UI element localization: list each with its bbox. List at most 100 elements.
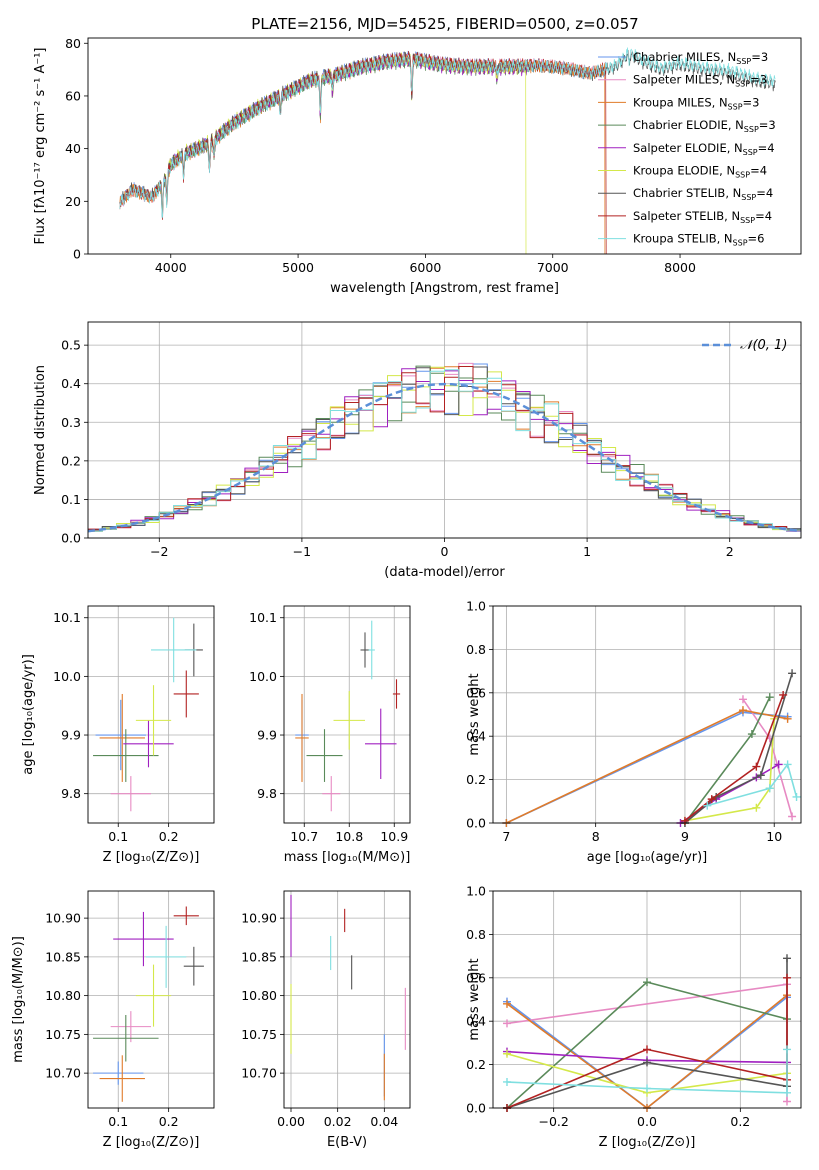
age-vs-mass-panel: 10.7 10.8 10.9 9.8 9.9 10.0 10.1 mass [log₁₀(M/… [249,605,411,865]
y-tick-label: 9.8 [257,786,277,801]
y-tick-label: 0.0 [466,816,486,831]
x-tick-label: 1 [583,544,591,559]
x-tick-label: 0.2 [730,1114,750,1129]
x-tick-label: 0.1 [108,829,128,844]
axes-frame [492,890,802,1109]
figure-title: PLATE=2156, MJD=54525, FIBERID=0500, z=0… [251,15,638,33]
weight-marker [765,784,774,793]
y-tick-label: 0.4 [466,729,486,744]
y-tick-label: 9.9 [61,728,81,743]
legend-label: Kroupa STELIB, NSSP=6 [633,232,764,248]
x-axis-label: E(B-V) [327,1135,367,1150]
y-axis-label: age [log₁₀(age/yr)] [21,654,36,775]
axes-frame [87,890,215,1109]
y-tick-label: 10.75 [45,1027,81,1042]
x-tick-label: 5000 [282,260,314,275]
x-tick-label: 0.04 [370,1114,398,1129]
y-tick-label: 10.70 [241,1066,277,1081]
histogram-legend: 𝒩(0, 1) [702,338,787,353]
axes-frame [87,605,215,824]
weight-line-8 [506,1049,788,1094]
x-axis-label: wavelength [Angstrom, rest frame] [330,281,559,296]
y-tick-label: 10.80 [241,988,277,1003]
weight-line-2 [506,709,788,824]
legend-label: Salpeter ELODIE, NSSP=4 [633,141,775,157]
x-axis-label: Z [log₁₀(Z/Z⊙)] [103,850,200,865]
y-tick-label: 0.8 [466,927,486,942]
residual-histogram-panel: −2 −1 0 1 2 0.0 0.1 0.2 0.3 0.4 0.5 (data-model)/er… [33,321,802,580]
y-axis-label: Normed distribution [33,365,48,495]
x-axis-label: (data-model)/error [384,565,505,580]
y-axis-label: mass weight [467,958,482,1040]
legend-label: Chabrier STELIB, NSSP=4 [633,186,773,202]
weight-marker [774,760,783,769]
y-tick-label: 10.85 [241,949,277,964]
y-tick-label: 0.0 [61,531,81,546]
axes-frame [283,890,411,1109]
legend-label: Chabrier ELODIE, NSSP=3 [633,118,776,134]
y-tick-label: 10.75 [241,1027,277,1042]
axes-frame [87,37,802,255]
weight-marker [783,1088,791,1097]
weight-marker [783,973,791,982]
weight-marker [752,762,761,771]
y-axis-label: mass weight [467,673,482,755]
y-tick-label: 0.2 [466,772,486,787]
x-tick-label: 0 [441,544,449,559]
gaussian-legend-label: 𝒩(0, 1) [740,338,787,353]
spectrum-panel: 4000 5000 6000 7000 8000 0 20 40 60 80 wavelength … [33,36,802,296]
x-tick-label: −2 [150,544,168,559]
x-tick-label: 0.02 [324,1114,352,1129]
weight-line-3 [684,696,771,824]
weight-marker [503,999,511,1008]
axes-frame [492,605,802,824]
age-vs-metallicity-panel: 0.1 0.2 9.8 9.9 10.0 10.1 Z [log₁₀(Z/Z⊙)] age [… [21,605,215,865]
weight-marker [783,760,792,769]
y-tick-label: 60 [65,88,81,103]
y-tick-label: 1.0 [466,884,486,899]
x-tick-label: 0.2 [159,1114,179,1129]
weight-marker [643,1058,651,1067]
legend-label: Kroupa ELODIE, NSSP=4 [633,164,767,180]
y-tick-label: 40 [65,141,81,156]
spectrum-line-8 [119,47,776,219]
weight-line-7 [684,694,784,822]
weight-marker [503,1019,511,1028]
mass-vs-extinction-panel: 0.00 0.02 0.04 10.70 10.75 10.80 10.85 10.90 E(B… [241,890,411,1150]
y-tick-label: 10.0 [53,669,81,684]
weight-marker [783,1097,791,1106]
x-tick-label: 4000 [155,260,187,275]
spectrum-line-0 [119,50,607,218]
spectrum-legend: Chabrier MILES, NSSP=3 Salpeter MILES, NS… [598,50,776,248]
y-tick-label: 10.85 [45,949,81,964]
y-tick-label: 10.90 [241,911,277,926]
y-tick-label: 10.1 [249,610,277,625]
weight-line-0 [506,711,788,824]
weight-line-6 [684,673,793,824]
weight-marker [783,954,791,963]
axes-frame [87,321,802,539]
x-tick-label: 0.00 [277,1114,305,1129]
y-tick-label: 0.3 [61,415,81,430]
y-tick-label: 10.1 [53,610,81,625]
weight-marker [738,695,747,704]
y-tick-label: 10.0 [249,669,277,684]
x-tick-label: 0.0 [637,1114,657,1129]
weight-marker [792,792,801,801]
weight-line-7 [506,977,788,1109]
weight-line-8 [707,762,798,807]
y-tick-label: 0.5 [61,338,81,353]
x-tick-label: 8 [592,829,600,844]
y-tick-label: 0.2 [61,453,81,468]
weight-marker [643,1045,651,1054]
gaussian-curve [87,382,802,533]
weight-marker [503,1077,511,1086]
y-tick-label: 0.0 [466,1101,486,1116]
y-tick-label: 1.0 [466,599,486,614]
x-tick-label: 10.8 [335,829,363,844]
x-axis-label: mass [log₁₀(M/M⊙)] [284,850,411,865]
histogram-step-8 [88,369,801,532]
weight-marker [503,1049,511,1058]
spectrum-line-1 [119,52,607,214]
y-tick-label: 20 [65,194,81,209]
